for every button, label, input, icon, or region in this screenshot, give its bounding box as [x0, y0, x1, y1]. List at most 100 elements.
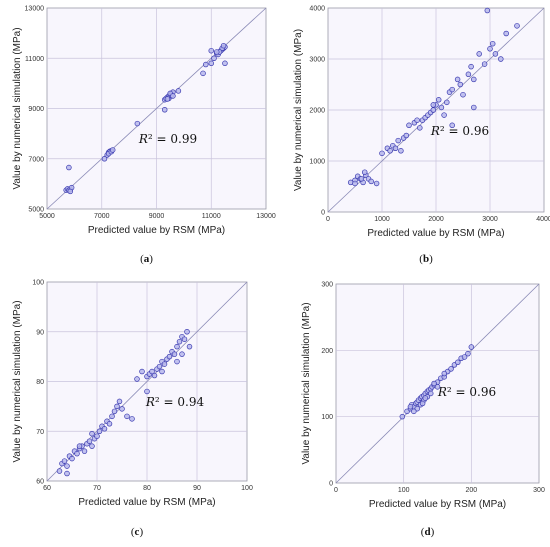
data-point: [220, 42, 227, 49]
y-tick-label: 7000: [28, 156, 44, 163]
data-point: [166, 353, 173, 360]
data-point: [457, 81, 464, 88]
chart-panel-b: 0 1000 2000 3000 4000 0 1000 2000 3000 4000 Predic…: [275, 0, 550, 273]
y-axis-label: Value by numerical simulation (MPa): [293, 29, 304, 191]
data-point: [134, 120, 141, 127]
x-tick-label: 300: [533, 487, 545, 494]
data-point: [430, 102, 437, 108]
x-tick-label: 9000: [149, 213, 165, 220]
data-point: [176, 338, 183, 345]
data-point: [387, 148, 393, 154]
data-point: [434, 384, 441, 390]
data-point: [114, 403, 120, 410]
data-point: [89, 430, 95, 437]
x-tick-label: 100: [241, 485, 253, 492]
data-point: [427, 390, 434, 397]
x-tick-label: 13000: [256, 213, 276, 220]
data-point: [76, 443, 83, 449]
data-point: [461, 354, 468, 360]
x-tick-label: 11000: [202, 213, 221, 220]
data-point: [208, 60, 215, 67]
y-tick-label: 70: [36, 429, 44, 436]
chart-panel-c: 60 70 80 90 100 60 70 80 90 100 Predicted value by…: [0, 273, 275, 546]
data-point: [159, 368, 165, 375]
r-squared-annotation: R² = 0.99: [138, 132, 197, 146]
panel-caption: (b): [419, 253, 433, 265]
data-point: [181, 336, 188, 342]
data-point: [101, 156, 108, 162]
data-point: [86, 438, 93, 444]
data-point: [379, 150, 385, 157]
x-tick-label: 1000: [374, 216, 390, 223]
data-point: [151, 372, 158, 379]
panel-caption: (c): [131, 526, 144, 538]
data-point: [139, 368, 145, 375]
data-point: [441, 370, 448, 377]
data-point: [61, 458, 68, 464]
data-point: [492, 51, 499, 57]
data-point: [403, 132, 410, 139]
x-axis-label: Predicted value by RSM (MPa): [369, 499, 506, 510]
y-tick-label: 13000: [25, 6, 45, 13]
data-point: [368, 178, 374, 185]
data-point: [149, 368, 155, 375]
data-point: [208, 47, 215, 54]
data-point: [476, 51, 482, 57]
y-axis-label: Value by numerical simulation (MPa): [301, 302, 312, 464]
y-tick-label: 100: [32, 280, 44, 287]
data-point: [361, 169, 368, 175]
data-point: [89, 443, 95, 449]
x-tick-label: 100: [398, 487, 410, 494]
y-tick-label: 1000: [309, 159, 325, 166]
chart-panel-a: 5000 7000 9000 11000 13000 5000 7000 9000 11000 1…: [0, 0, 276, 273]
data-point: [455, 359, 461, 366]
data-point: [487, 46, 493, 52]
y-axis-label: Value by numerical simulation (MPa): [12, 300, 23, 462]
data-point: [449, 86, 455, 93]
data-point: [441, 112, 447, 118]
data-point: [430, 107, 437, 113]
data-point: [358, 176, 365, 182]
y-tick-label: 0: [321, 210, 325, 217]
y-tick-label: 5000: [28, 207, 44, 214]
data-point: [69, 455, 75, 462]
data-point: [203, 61, 209, 68]
x-tick-label: 2000: [428, 216, 444, 223]
y-tick-label: 9000: [28, 106, 44, 113]
x-tick-label: 80: [143, 485, 151, 492]
data-point: [444, 99, 450, 106]
data-point: [514, 23, 520, 29]
data-point: [164, 96, 171, 102]
y-tick-label: 4000: [309, 6, 325, 13]
data-point: [175, 88, 182, 94]
y-tick-label: 60: [36, 479, 44, 486]
x-tick-label: 60: [43, 485, 51, 492]
data-point: [503, 30, 509, 37]
data-point: [352, 180, 358, 187]
data-point: [435, 97, 442, 103]
chart-c-svg: 60 70 80 90 100 60 70 80 90 100 Predicted value by…: [12, 280, 253, 539]
data-point: [64, 470, 70, 477]
data-point: [129, 416, 135, 422]
data-point: [468, 344, 475, 350]
data-point: [481, 61, 488, 67]
data-point: [392, 145, 399, 152]
r-squared-annotation: R² = 0.96: [437, 385, 496, 399]
x-tick-label: 200: [465, 487, 477, 494]
y-tick-label: 90: [36, 329, 44, 336]
data-point: [419, 400, 426, 407]
data-point: [134, 376, 140, 382]
data-point: [398, 148, 404, 154]
data-point: [124, 413, 130, 420]
data-point: [81, 448, 88, 454]
data-point: [200, 70, 206, 77]
data-point: [468, 63, 474, 70]
x-axis-label: Predicted value by RSM (MPa): [88, 225, 225, 236]
data-point: [211, 55, 217, 61]
x-tick-label: 4000: [536, 216, 550, 223]
data-point: [96, 428, 103, 435]
x-tick-label: 0: [326, 216, 330, 223]
x-tick-label: 90: [193, 485, 201, 492]
data-point: [116, 398, 123, 405]
data-point: [411, 408, 417, 415]
